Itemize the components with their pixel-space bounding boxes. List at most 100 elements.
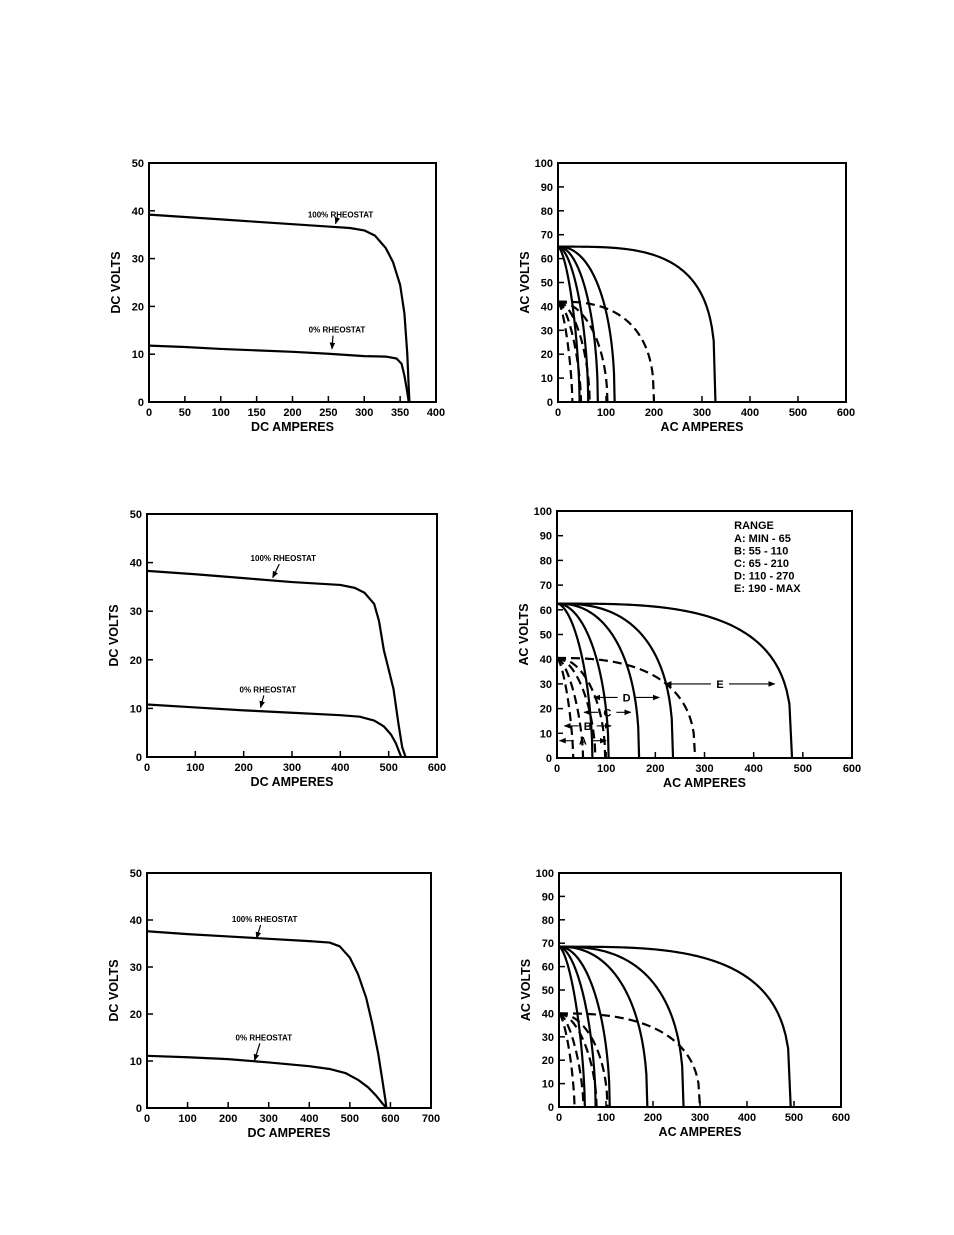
y-tick-label: 10	[130, 703, 142, 715]
chart-5: 0 100 200 300 400 500 600 700 0 10 20 30 40 50 DC AMPE…	[107, 868, 440, 1140]
y-axis-label: DC VOLTS	[107, 959, 121, 1021]
y-tick-label: 50	[542, 985, 554, 997]
y-tick-label: 10	[541, 373, 553, 385]
x-tick-label: 600	[381, 1113, 399, 1125]
x-tick-label: 100	[186, 762, 204, 774]
y-tick-label: 0	[546, 753, 552, 765]
chart-6: 0 100 200 300 400 500 600 0 10 20 30 40 50 60 70 80 90 10…	[519, 868, 850, 1139]
y-axis-label: AC VOLTS	[518, 251, 532, 313]
y-tick-label: 60	[542, 962, 554, 974]
legend-entry: B: 55 - 110	[734, 546, 788, 558]
x-tick-label: 300	[693, 407, 711, 419]
range-label-c: C	[603, 707, 611, 719]
y-tick-label: 30	[540, 679, 552, 691]
series-line-8-dashed	[558, 1012, 609, 1108]
y-tick-label: 40	[541, 301, 553, 313]
x-tick-label: 300	[695, 763, 713, 775]
x-tick-label: 500	[789, 407, 807, 419]
y-tick-label: 70	[542, 938, 554, 950]
y-tick-label: 50	[130, 509, 142, 521]
y-tick-label: 30	[132, 254, 144, 266]
series-line-1-solid	[557, 602, 794, 759]
series-line-8-dashed	[557, 300, 591, 403]
y-tick-label: 100	[535, 158, 553, 170]
plot-frame	[558, 872, 842, 1108]
chart-3: 0 100 200 300 400 500 600 0 10 20 30 40 50 DC AMPERES…	[107, 509, 446, 789]
x-tick-label: 250	[319, 407, 337, 419]
series-line-6-dashed	[557, 300, 656, 403]
y-tick-label: 50	[130, 868, 142, 880]
y-axis-label: AC VOLTS	[517, 603, 531, 665]
y-tick-label: 30	[542, 1032, 554, 1044]
plot-frame	[556, 510, 853, 759]
x-tick-label: 600	[428, 762, 446, 774]
x-tick-label: 100	[597, 407, 615, 419]
series-line-1-solid	[558, 245, 717, 403]
series-line-5-solid	[558, 945, 597, 1108]
series-line-2-solid	[559, 945, 685, 1108]
x-tick-label: 200	[646, 763, 664, 775]
x-tick-label: 0	[146, 407, 152, 419]
x-axis-label: DC AMPERES	[248, 1126, 331, 1140]
y-tick-label: 50	[132, 158, 144, 170]
annotation-arrow	[253, 1043, 261, 1062]
x-tick-label: 300	[283, 762, 301, 774]
x-tick-label: 600	[832, 1112, 850, 1124]
y-tick-label: 100	[534, 506, 552, 518]
y-axis-label: DC VOLTS	[107, 604, 121, 666]
rheostat-annotation: 0% RHEOSTAT	[309, 326, 366, 335]
series-line-9-dashed	[557, 300, 583, 403]
annotation-arrow	[259, 695, 265, 709]
series-line-10-dashed	[558, 1012, 585, 1108]
x-tick-label: 200	[644, 1112, 662, 1124]
series-line-1-solid	[146, 930, 388, 1109]
annotation-arrow	[334, 216, 341, 225]
y-tick-label: 60	[540, 605, 552, 617]
series-line-2-solid	[148, 344, 410, 403]
x-tick-label: 600	[837, 407, 855, 419]
series-line-2-solid	[146, 1054, 388, 1109]
series-line-9-dashed	[556, 656, 585, 759]
series-line-8-dashed	[556, 656, 597, 759]
x-tick-label: 500	[341, 1113, 359, 1125]
rheostat-annotation: 100% RHEOSTAT	[232, 915, 298, 924]
series-line-6-dashed	[557, 656, 697, 759]
x-tick-label: 400	[331, 762, 349, 774]
y-tick-label: 0	[136, 1103, 142, 1115]
y-tick-label: 90	[541, 182, 553, 194]
series-line-2-solid	[146, 703, 403, 758]
x-tick-label: 0	[144, 762, 150, 774]
y-tick-label: 40	[132, 206, 144, 218]
series-line-3-solid	[556, 602, 641, 759]
x-tick-label: 0	[555, 407, 561, 419]
series-line-1-solid	[146, 569, 407, 758]
y-tick-label: 90	[542, 891, 554, 903]
y-tick-label: 70	[540, 580, 552, 592]
y-tick-label: 20	[130, 1009, 142, 1021]
y-tick-label: 80	[542, 915, 554, 927]
series-line-4-solid	[558, 945, 611, 1108]
y-tick-label: 10	[540, 728, 552, 740]
rheostat-annotation: 100% RHEOSTAT	[308, 210, 374, 219]
x-axis-label: AC AMPERES	[659, 1125, 742, 1139]
x-tick-label: 200	[234, 762, 252, 774]
y-tick-label: 100	[536, 868, 554, 880]
y-tick-label: 20	[540, 704, 552, 716]
plot-frame	[557, 162, 847, 403]
chart-1: 0 50 100 150 200 250 300 350 400 0 10 20 30 40 50 DC AM…	[109, 158, 445, 434]
y-tick-label: 80	[541, 206, 553, 218]
y-tick-label: 20	[132, 301, 144, 313]
x-tick-label: 200	[645, 407, 663, 419]
x-axis-label: DC AMPERES	[251, 420, 334, 434]
x-tick-label: 200	[219, 1113, 237, 1125]
x-tick-label: 200	[283, 407, 301, 419]
x-tick-label: 400	[300, 1113, 318, 1125]
y-tick-label: 30	[130, 962, 142, 974]
x-tick-label: 0	[556, 1112, 562, 1124]
y-tick-label: 10	[542, 1079, 554, 1091]
series-line-11-dashed	[558, 1012, 576, 1108]
y-tick-label: 20	[541, 349, 553, 361]
x-tick-label: 100	[178, 1113, 196, 1125]
rheostat-annotation: 0% RHEOSTAT	[236, 1033, 293, 1042]
